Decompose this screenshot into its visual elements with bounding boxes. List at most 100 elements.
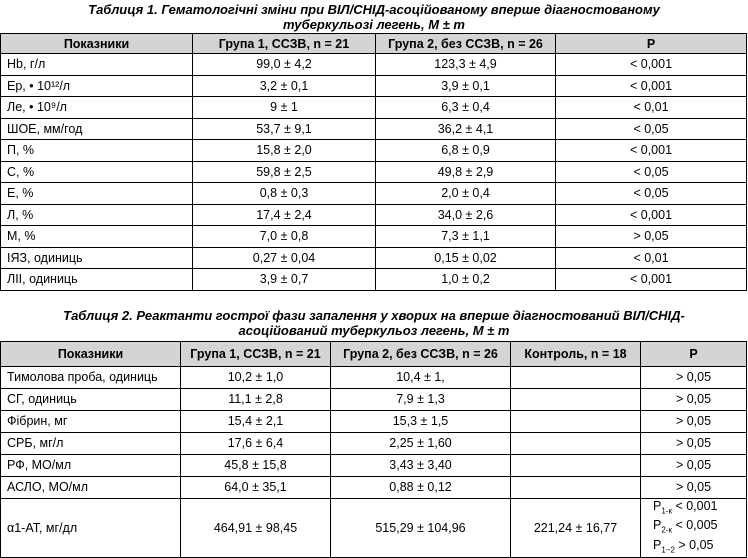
row-label: Фібрин, мг — [1, 410, 181, 432]
cell: > 0,05 — [641, 454, 747, 476]
p-text: > 0,05 — [678, 538, 713, 552]
p-text: < 0,001 — [675, 499, 717, 513]
empty-cell — [511, 432, 641, 454]
p-value: P2-к < 0,005 — [653, 518, 740, 538]
cell: > 0,05 — [641, 432, 747, 454]
empty-cell — [511, 410, 641, 432]
cell: 0,8 ± 0,3 — [193, 183, 376, 205]
cell: 45,8 ± 15,8 — [181, 454, 331, 476]
cell: 2,25 ± 1,60 — [331, 432, 511, 454]
cell: 3,9 ± 0,7 — [193, 269, 376, 291]
p-value: P1-к < 0,001 — [653, 499, 740, 519]
cell: 515,29 ± 104,96 — [331, 498, 511, 558]
cell: 15,3 ± 1,5 — [331, 410, 511, 432]
cell: 3,2 ± 0,1 — [193, 75, 376, 97]
row-label: СГ, одиниць — [1, 388, 181, 410]
row-label: ЛІІ, одиниць — [1, 269, 193, 291]
cell: < 0,001 — [556, 204, 747, 226]
p-symbol: P — [653, 538, 661, 552]
cell: 3,43 ± 3,40 — [331, 454, 511, 476]
header-cell: Група 1, ССЗВ, n = 21 — [193, 34, 376, 54]
cell: < 0,001 — [556, 269, 747, 291]
cell: < 0,001 — [556, 75, 747, 97]
cell: 17,6 ± 6,4 — [181, 432, 331, 454]
cell: 3,9 ± 0,1 — [376, 75, 556, 97]
row-label: С, % — [1, 161, 193, 183]
table-title: Таблиця 1. Гематологічні зміни при ВІЛ/С… — [0, 0, 748, 33]
header-cell: Контроль, n = 18 — [511, 341, 641, 366]
cell: < 0,05 — [556, 183, 747, 205]
cell: 53,7 ± 9,1 — [193, 118, 376, 140]
cell: < 0,001 — [556, 54, 747, 76]
empty-cell — [511, 388, 641, 410]
row-label: РФ, МО/мл — [1, 454, 181, 476]
cell: 11,1 ± 2,8 — [181, 388, 331, 410]
empty-cell — [511, 366, 641, 388]
cell: 7,3 ± 1,1 — [376, 226, 556, 248]
row-label: Е, % — [1, 183, 193, 205]
row-label: α1-АТ, мг/дл — [1, 498, 181, 558]
header-cell: Група 1, ССЗВ, n = 21 — [181, 341, 331, 366]
cell: > 0,05 — [556, 226, 747, 248]
cell: 15,8 ± 2,0 — [193, 140, 376, 162]
cell: 49,8 ± 2,9 — [376, 161, 556, 183]
page: Таблиця 1. Гематологічні зміни при ВІЛ/С… — [0, 0, 748, 530]
row-label: Л, % — [1, 204, 193, 226]
cell: 15,4 ± 2,1 — [181, 410, 331, 432]
p-value: P1−2 > 0,05 — [653, 538, 740, 558]
cell: 64,0 ± 35,1 — [181, 476, 331, 498]
cell: < 0,05 — [556, 118, 747, 140]
cell: 221,24 ± 16,77 — [511, 498, 641, 558]
row-label: Ер, • 10¹²/л — [1, 75, 193, 97]
cell: 10,4 ± 1, — [331, 366, 511, 388]
cell: < 0,01 — [556, 247, 747, 269]
cell: 17,4 ± 2,4 — [193, 204, 376, 226]
row-label: Hb, г/л — [1, 54, 193, 76]
row-label: Тимолова проба, одиниць — [1, 366, 181, 388]
row-label: Ле, • 10⁹/л — [1, 97, 193, 119]
cell: 6,3 ± 0,4 — [376, 97, 556, 119]
cell: < 0,01 — [556, 97, 747, 119]
empty-cell — [511, 454, 641, 476]
cell: > 0,05 — [641, 410, 747, 432]
p-subscript: 1−2 — [661, 545, 675, 554]
cell: > 0,05 — [641, 476, 747, 498]
cell: 59,8 ± 2,5 — [193, 161, 376, 183]
cell: 2,0 ± 0,4 — [376, 183, 556, 205]
cell: 34,0 ± 2,6 — [376, 204, 556, 226]
cell: 1,0 ± 0,2 — [376, 269, 556, 291]
row-label: СРБ, мг/л — [1, 432, 181, 454]
cell: < 0,05 — [556, 161, 747, 183]
header-cell: Р — [556, 34, 747, 54]
header-cell: Показники — [1, 34, 193, 54]
header-cell: Група 2, без ССЗВ, n = 26 — [331, 341, 511, 366]
cell: 464,91 ± 98,45 — [181, 498, 331, 558]
empty-cell — [511, 476, 641, 498]
header-cell: Група 2, без ССЗВ, n = 26 — [376, 34, 556, 54]
cell: 99,0 ± 4,2 — [193, 54, 376, 76]
cell: 9 ± 1 — [193, 97, 376, 119]
cell: 0,88 ± 0,12 — [331, 476, 511, 498]
cell: 0,27 ± 0,04 — [193, 247, 376, 269]
cell: 7,9 ± 1,3 — [331, 388, 511, 410]
